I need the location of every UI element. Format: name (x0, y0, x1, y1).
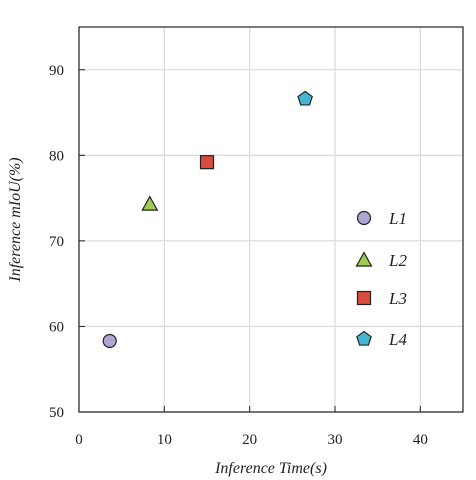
data-point-l1 (102, 333, 117, 349)
y-tick-label: 90 (49, 63, 64, 79)
y-axis-title: Inference mIoU(%) (7, 157, 24, 282)
data-point-l3 (199, 155, 215, 170)
y-tick-label: 60 (49, 319, 64, 335)
data-points (102, 90, 313, 349)
plot-area (79, 27, 463, 412)
legend-marker-l2 (355, 251, 373, 267)
x-tick-labels: 0 10 20 30 40 (75, 432, 428, 448)
data-point-l2 (141, 195, 159, 211)
legend-marker-l3 (356, 290, 372, 306)
legend: L1 L2 L3 L4 (355, 209, 407, 349)
x-tick-label: 0 (75, 432, 83, 448)
x-tick-label: 40 (413, 432, 428, 448)
axis-ticks (78, 69, 421, 413)
legend-label-l4: L4 (388, 330, 407, 349)
x-tick-label: 30 (328, 432, 343, 448)
plot-frame (78, 26, 464, 413)
y-tick-label: 70 (49, 234, 64, 250)
x-tick-label: 20 (242, 432, 257, 448)
legend-marker-l4 (356, 330, 372, 346)
data-point-l4 (297, 90, 313, 106)
y-tick-labels: 50 60 70 80 90 (49, 63, 64, 421)
legend-label-l2: L2 (388, 251, 407, 270)
y-tick-label: 50 (49, 405, 64, 421)
legend-marker-l1 (356, 210, 372, 226)
x-tick-label: 10 (157, 432, 172, 448)
x-axis-title: Inference Time(s) (214, 460, 327, 477)
legend-label-l3: L3 (388, 289, 407, 308)
y-tick-label: 80 (49, 148, 64, 164)
legend-label-l1: L1 (388, 209, 407, 228)
